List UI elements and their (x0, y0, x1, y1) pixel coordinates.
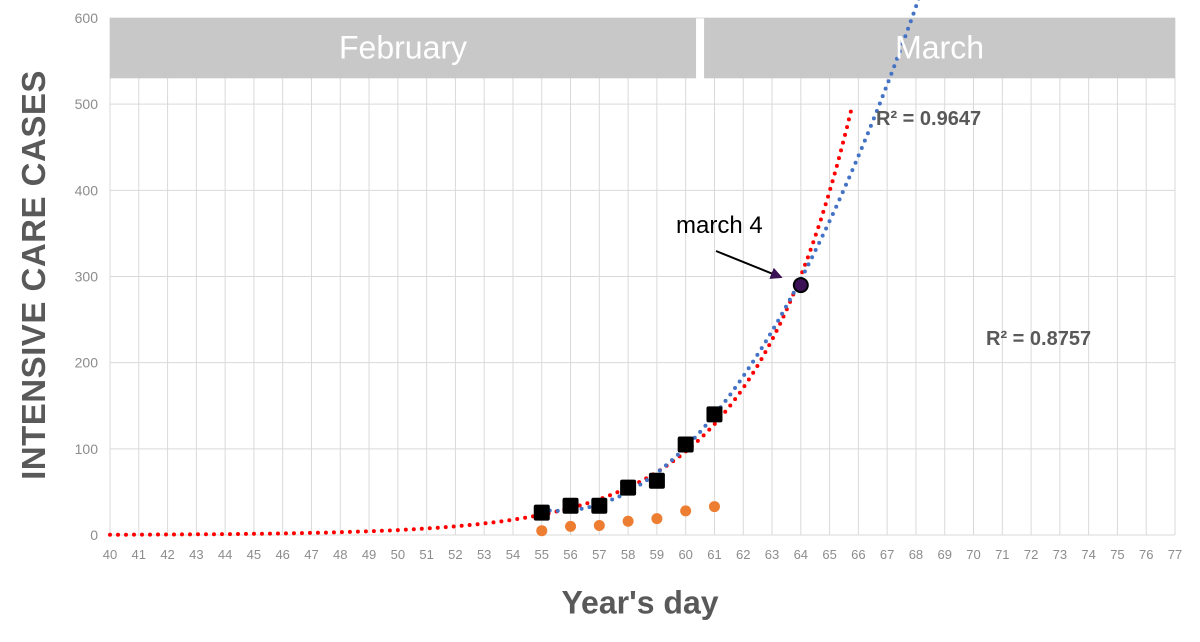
data-point-orange (536, 525, 548, 537)
data-point-orange (622, 515, 634, 527)
x-tick-label: 74 (1081, 547, 1095, 562)
y-axis-title: INTENSIVE CARE CASES (15, 70, 52, 480)
x-tick-label: 55 (535, 547, 549, 562)
x-tick-label: 63 (765, 547, 779, 562)
data-point-square (648, 472, 665, 489)
x-tick-label: 65 (822, 547, 836, 562)
data-point-orange (708, 501, 720, 513)
data-point-orange (565, 520, 577, 532)
x-tick-label: 77 (1168, 547, 1182, 562)
x-tick-label: 44 (218, 547, 232, 562)
x-tick-label: 73 (1053, 547, 1067, 562)
y-tick-label: 200 (75, 355, 99, 371)
x-tick-label: 45 (247, 547, 261, 562)
y-tick-label: 600 (75, 10, 99, 26)
x-tick-label: 54 (506, 547, 520, 562)
data-point-square (677, 436, 694, 453)
y-tick-label: 100 (75, 441, 99, 457)
y-tick-label: 0 (90, 527, 98, 543)
trendline-exponential (108, 101, 855, 537)
x-tick-label: 60 (678, 547, 692, 562)
y-tick-label: 500 (75, 96, 99, 112)
x-tick-label: 41 (132, 547, 146, 562)
data-point-square (533, 504, 550, 521)
y-tick-label: 300 (75, 269, 99, 285)
x-tick-label: 72 (1024, 547, 1038, 562)
x-tick-label: 71 (995, 547, 1009, 562)
x-tick-label: 42 (160, 547, 174, 562)
x-tick-label: 58 (621, 547, 635, 562)
x-tick-label: 66 (851, 547, 865, 562)
band-label-march: March (895, 29, 984, 66)
x-tick-label: 53 (477, 547, 491, 562)
x-tick-label: 46 (275, 547, 289, 562)
x-tick-label: 76 (1139, 547, 1153, 562)
data-point-square (591, 497, 608, 514)
x-tick-label: 70 (966, 547, 980, 562)
x-tick-label: 47 (304, 547, 318, 562)
x-tick-label: 51 (419, 547, 433, 562)
data-point-orange (680, 505, 692, 517)
x-tick-label: 43 (189, 547, 203, 562)
r2-label-polynomial: R² = 0.8757 (986, 328, 1092, 350)
band-label-february: February (339, 29, 468, 66)
x-axis-title: Year's day (561, 584, 719, 621)
x-tick-label: 56 (563, 547, 577, 562)
x-tick-label: 75 (1110, 547, 1124, 562)
x-tick-label: 50 (391, 547, 405, 562)
x-tick-label: 49 (362, 547, 376, 562)
annotation-arrow (715, 250, 783, 279)
x-tick-label: 67 (880, 547, 894, 562)
data-point-square (706, 406, 723, 423)
x-tick-label: 40 (103, 547, 117, 562)
x-tick-label: 61 (707, 547, 721, 562)
x-tick-label: 57 (592, 547, 606, 562)
data-point-orange (593, 520, 605, 532)
month-band (110, 18, 697, 79)
data-point-highlight (792, 277, 809, 294)
x-tick-label: 69 (937, 547, 951, 562)
x-tick-label: 59 (650, 547, 664, 562)
x-tick-label: 62 (736, 547, 750, 562)
r2-label-exponential: R² = 0.9647 (876, 108, 982, 130)
x-tick-label: 64 (794, 547, 808, 562)
data-point-square (620, 479, 637, 496)
x-tick-label: 68 (909, 547, 923, 562)
data-point-square (562, 497, 579, 514)
annotation-march-4: march 4 (676, 212, 763, 239)
x-tick-label: 48 (333, 547, 347, 562)
x-tick-label: 52 (448, 547, 462, 562)
y-tick-label: 400 (75, 182, 99, 198)
trendline-polynomial (539, 0, 921, 513)
month-band (704, 18, 1175, 79)
data-point-orange (651, 513, 663, 525)
